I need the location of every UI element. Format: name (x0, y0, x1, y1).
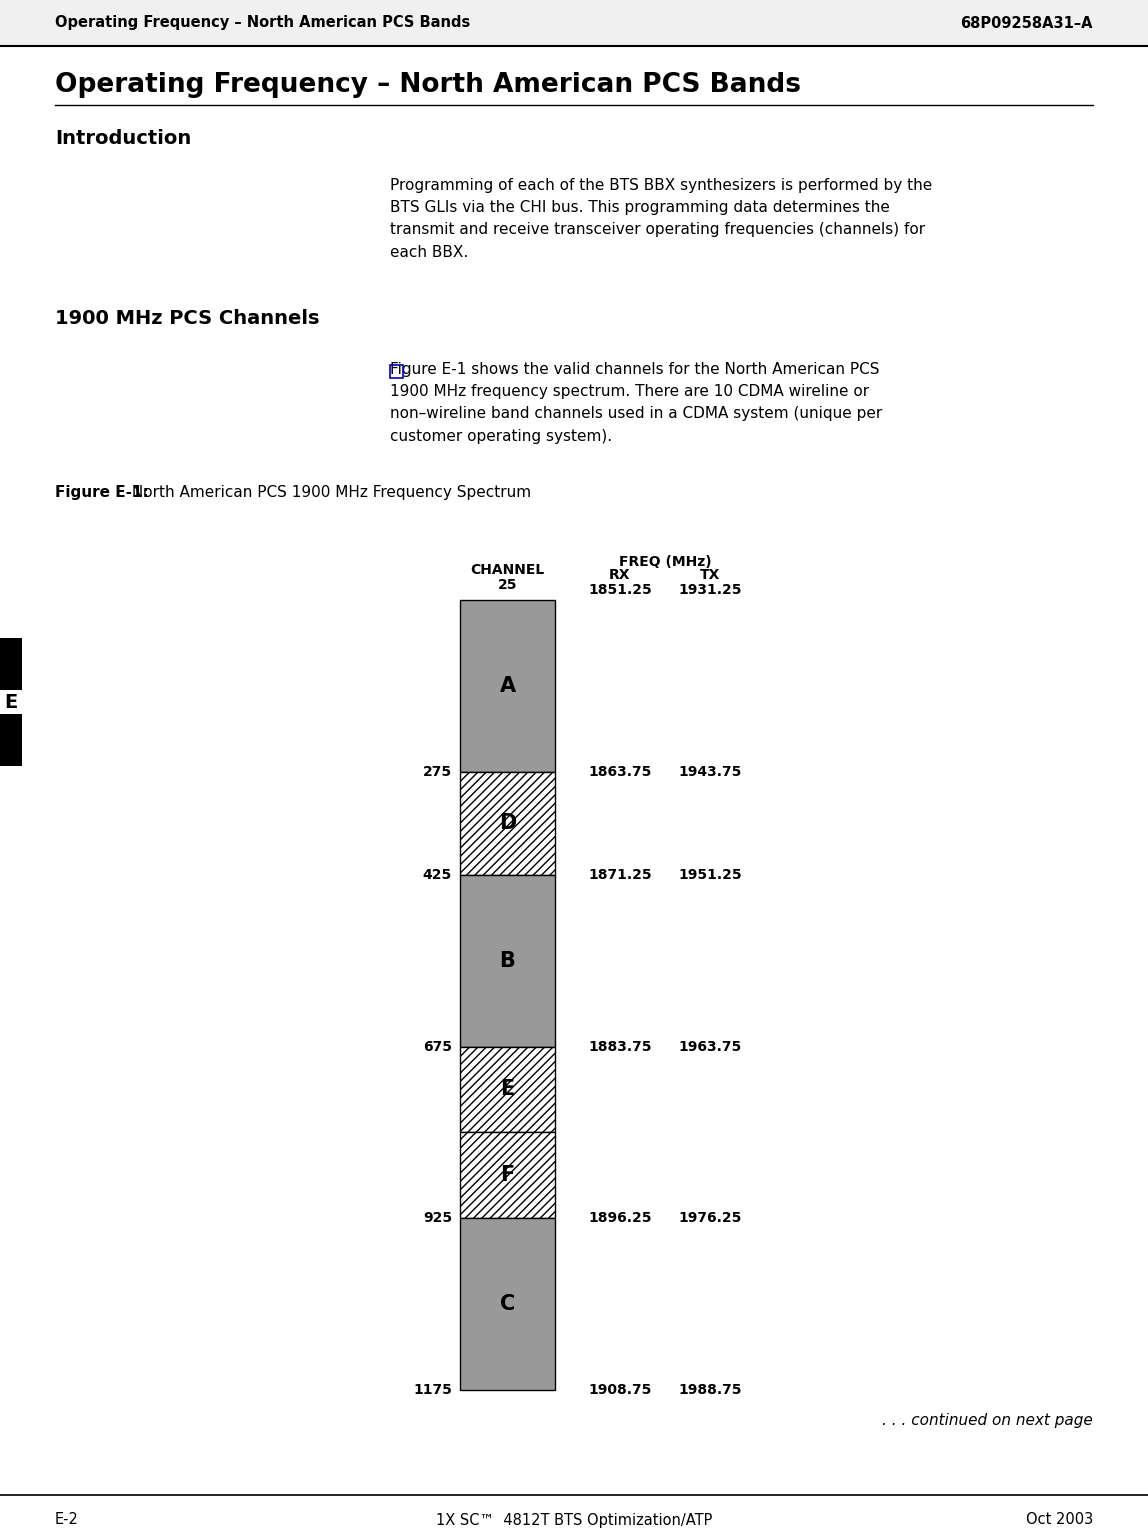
Text: 25: 25 (498, 578, 518, 591)
Bar (0, 638, 22, 690)
Text: D: D (499, 813, 517, 833)
Text: CHANNEL: CHANNEL (471, 564, 544, 578)
Bar (460, 1047, 554, 1132)
Text: Figure E-1 shows the valid channels for the North American PCS
1900 MHz frequenc: Figure E-1 shows the valid channels for … (390, 362, 883, 444)
Text: 1175: 1175 (413, 1383, 452, 1397)
Text: Operating Frequency – North American PCS Bands: Operating Frequency – North American PCS… (55, 72, 801, 99)
Text: FREQ (MHz): FREQ (MHz) (619, 554, 712, 568)
Text: 1900 MHz PCS Channels: 1900 MHz PCS Channels (55, 308, 319, 328)
Bar (460, 772, 554, 875)
Text: 1931.25: 1931.25 (678, 584, 742, 598)
Bar (0, 715, 22, 765)
Bar (460, 601, 554, 772)
Text: 1851.25: 1851.25 (588, 584, 652, 598)
Text: North American PCS 1900 MHz Frequency Spectrum: North American PCS 1900 MHz Frequency Sp… (127, 485, 532, 501)
Text: 675: 675 (422, 1040, 452, 1053)
Text: Introduction: Introduction (55, 128, 192, 148)
Text: C: C (499, 1294, 515, 1314)
Text: Oct 2003: Oct 2003 (1026, 1512, 1093, 1528)
Text: 1951.25: 1951.25 (678, 867, 742, 882)
Text: 1863.75: 1863.75 (588, 765, 652, 779)
Text: E: E (501, 1080, 514, 1100)
Bar (0, 0, 1148, 46)
Bar (460, 1132, 554, 1218)
Text: 1X SC™  4812T BTS Optimization/ATP: 1X SC™ 4812T BTS Optimization/ATP (436, 1512, 712, 1528)
Text: E: E (5, 693, 17, 711)
Bar (460, 1218, 554, 1391)
Text: F: F (501, 1166, 514, 1186)
Text: E-2: E-2 (55, 1512, 79, 1528)
Text: 1988.75: 1988.75 (678, 1383, 742, 1397)
Bar (390, 365, 403, 377)
Text: 1896.25: 1896.25 (588, 1212, 652, 1226)
Text: RX: RX (610, 568, 630, 582)
Text: A: A (499, 676, 515, 696)
Bar (460, 875, 554, 1047)
Text: 68P09258A31–A: 68P09258A31–A (961, 15, 1093, 31)
Text: Figure E-1:: Figure E-1: (55, 485, 149, 501)
Text: 1976.25: 1976.25 (678, 1212, 742, 1226)
Text: 1963.75: 1963.75 (678, 1040, 742, 1053)
Text: 1871.25: 1871.25 (588, 867, 652, 882)
Text: 425: 425 (422, 867, 452, 882)
Text: 1908.75: 1908.75 (588, 1383, 652, 1397)
Text: TX: TX (700, 568, 720, 582)
Text: 1943.75: 1943.75 (678, 765, 742, 779)
Text: Operating Frequency – North American PCS Bands: Operating Frequency – North American PCS… (55, 15, 471, 31)
Text: . . . continued on next page: . . . continued on next page (883, 1412, 1093, 1428)
Text: Programming of each of the BTS BBX synthesizers is performed by the
BTS GLIs via: Programming of each of the BTS BBX synth… (390, 179, 932, 260)
Text: 1883.75: 1883.75 (588, 1040, 652, 1053)
Text: 275: 275 (422, 765, 452, 779)
Text: 925: 925 (422, 1212, 452, 1226)
Text: B: B (499, 950, 515, 970)
